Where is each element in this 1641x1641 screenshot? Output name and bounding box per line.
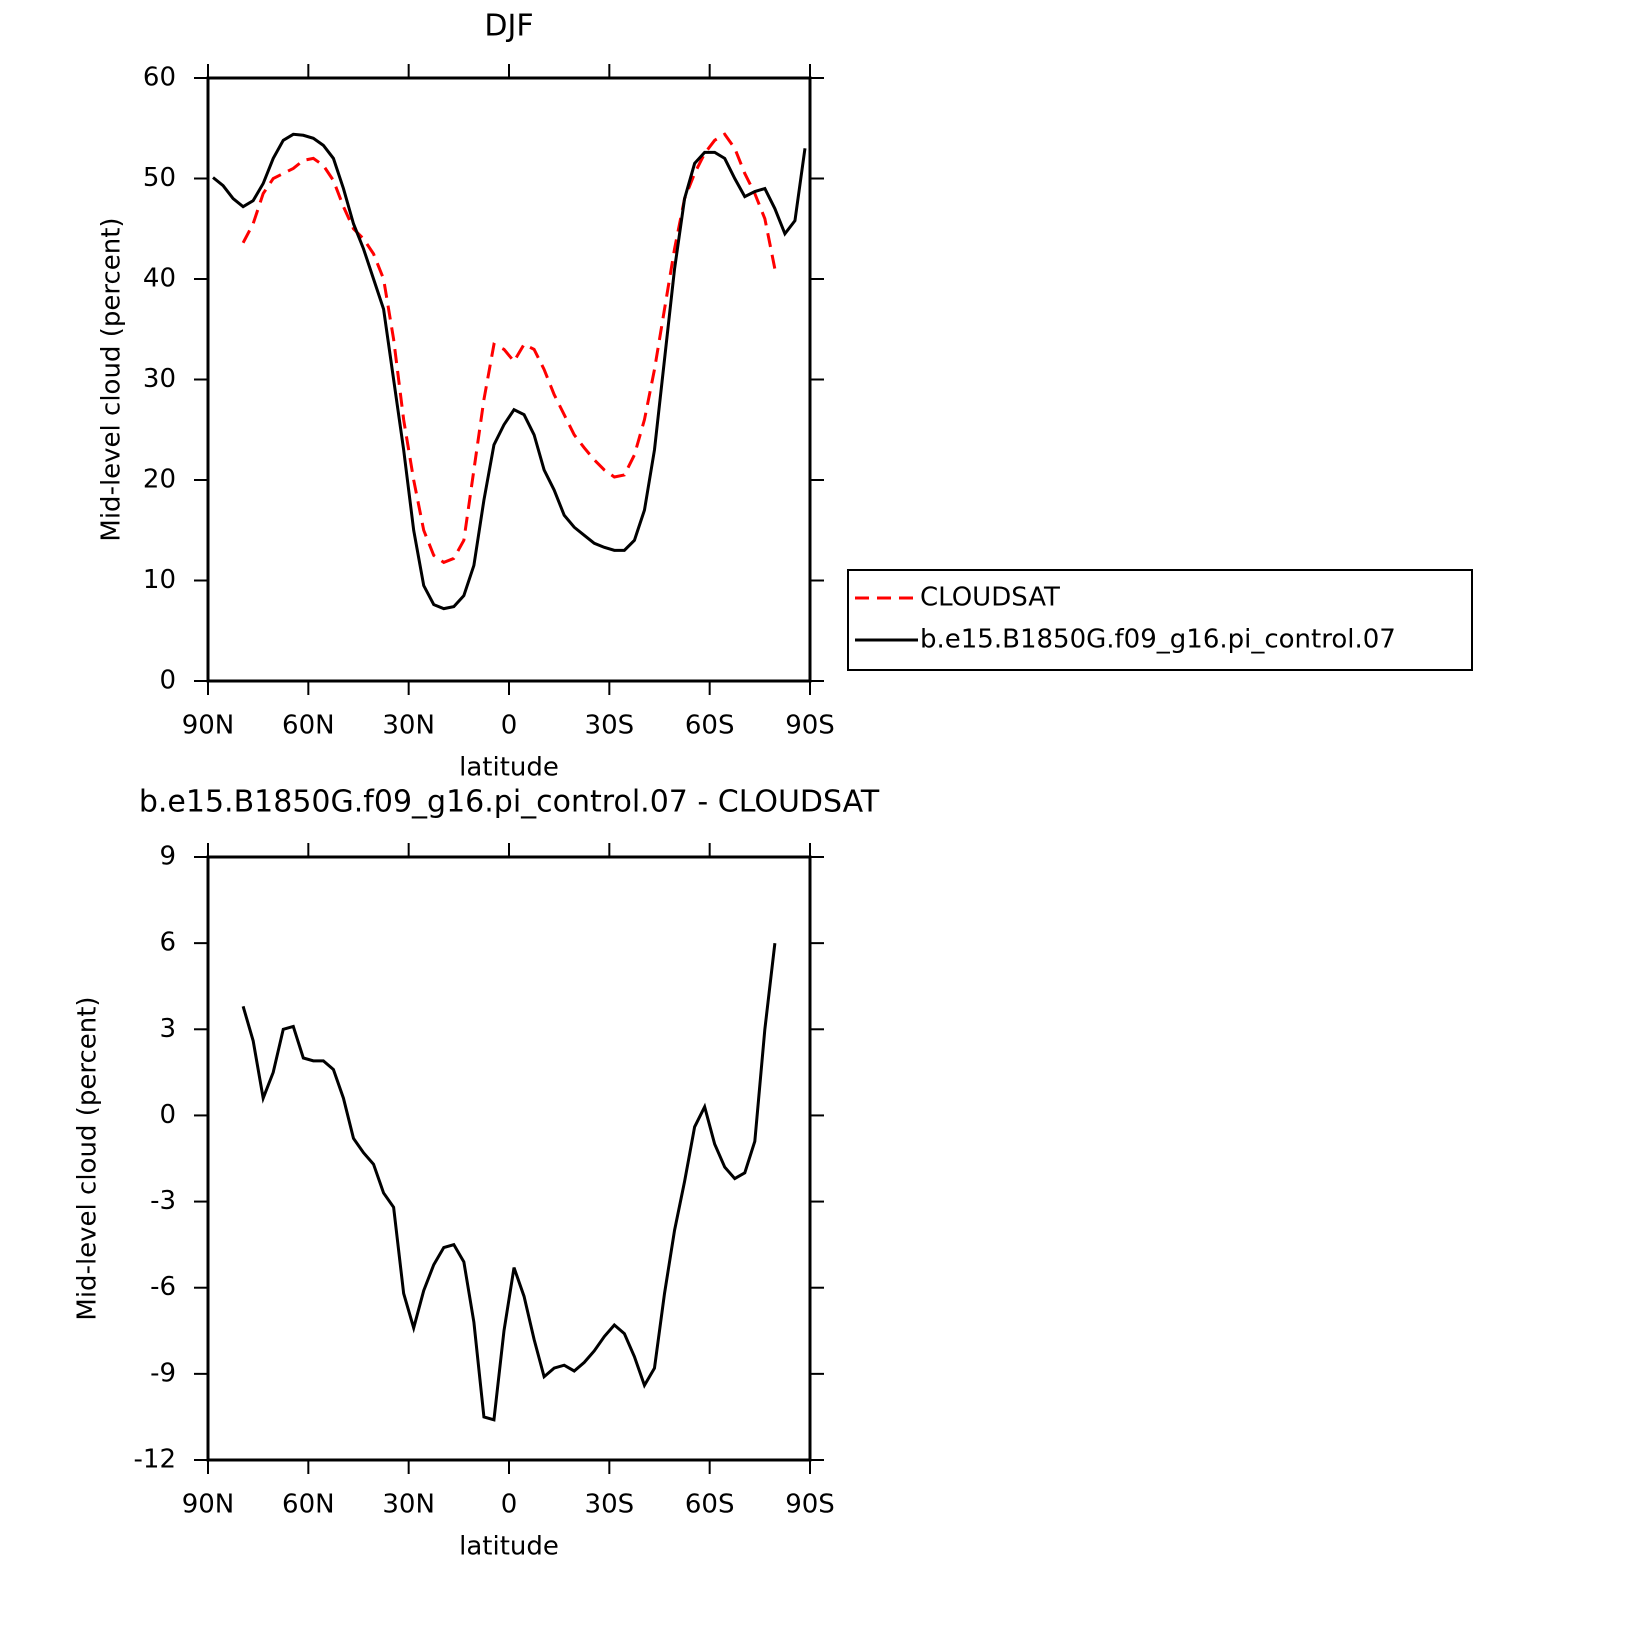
x-tick-label: 60S (685, 711, 735, 741)
y-tick-label: 20 (143, 465, 176, 495)
chart-title: b.e15.B1850G.f09_g16.pi_control.07 - CLO… (139, 785, 880, 820)
data-line (212, 132, 807, 611)
y-tick-label: 10 (143, 565, 176, 595)
x-tick-label: 30S (585, 1490, 635, 1520)
y-tick-label: -6 (150, 1272, 176, 1302)
y-tick-label: 30 (143, 364, 176, 394)
y-axis-label: Mid-level cloud (percent) (97, 217, 127, 541)
x-tick-label: 60N (282, 711, 335, 741)
chart-title: DJF (484, 9, 533, 44)
y-tick-label: 0 (159, 666, 176, 696)
y-tick-label: 6 (159, 928, 176, 958)
x-tick-label: 30S (585, 711, 635, 741)
x-tick-label: 0 (501, 1490, 518, 1520)
y-tick-label: 50 (143, 163, 176, 193)
legend-box (847, 569, 1473, 671)
y-tick-label: -3 (150, 1186, 176, 1216)
x-tick-label: 90S (785, 711, 835, 741)
y-tick-label: 9 (159, 842, 176, 872)
x-tick-label: 90N (182, 1490, 235, 1520)
x-tick-label: 0 (501, 711, 518, 741)
data-line (241, 132, 777, 565)
y-tick-label: 0 (159, 1100, 176, 1130)
legend-label: b.e15.B1850G.f09_g16.pi_control.07 (920, 625, 1396, 655)
x-tick-label: 60S (685, 1490, 735, 1520)
y-tick-label: 60 (143, 63, 176, 93)
x-tick-label: 30N (382, 1490, 435, 1520)
legend-label: CLOUDSAT (920, 583, 1060, 613)
y-axis-label: Mid-level cloud (percent) (73, 996, 103, 1320)
x-tick-label: 90S (785, 1490, 835, 1520)
plot-frame (206, 76, 812, 683)
y-tick-label: 40 (143, 264, 176, 294)
y-tick-label: 3 (159, 1014, 176, 1044)
x-axis-label: latitude (459, 753, 559, 783)
x-tick-label: 60N (282, 1490, 335, 1520)
y-tick-label: -9 (150, 1358, 176, 1388)
data-line (241, 942, 777, 1422)
y-tick-label: -12 (134, 1445, 176, 1475)
x-tick-label: 90N (182, 711, 235, 741)
x-axis-label: latitude (459, 1532, 559, 1562)
x-tick-label: 30N (382, 711, 435, 741)
